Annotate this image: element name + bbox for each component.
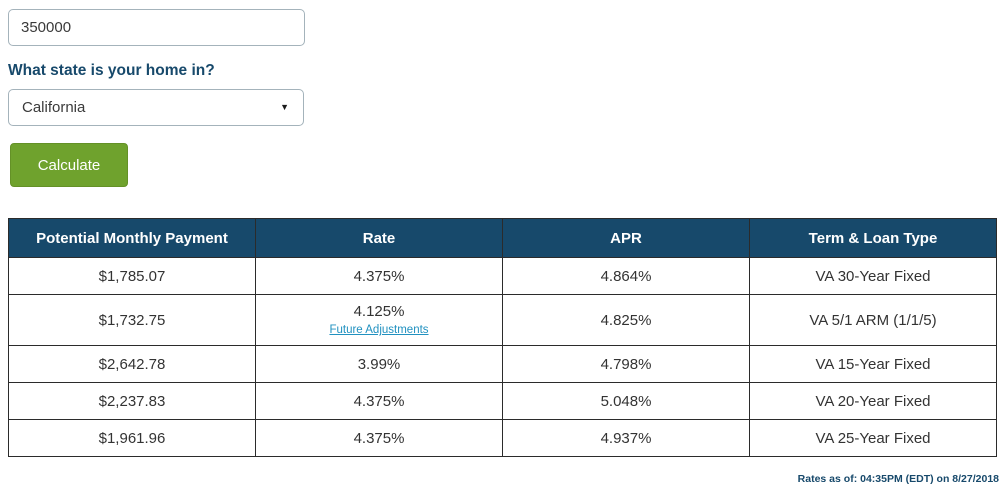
table-row: $1,961.96 4.375% 4.937% VA 25-Year Fixed	[8, 419, 997, 457]
rate-cell: 4.125% Future Adjustments	[255, 294, 503, 346]
rate-value: 4.375%	[353, 392, 405, 410]
rate-cell: 3.99%	[255, 345, 503, 383]
payment-cell: $2,237.83	[8, 382, 256, 420]
rate-value: 4.375%	[353, 267, 405, 285]
apr-cell: 4.937%	[502, 419, 750, 457]
column-header: APR	[502, 218, 750, 258]
calculate-button[interactable]: Calculate	[10, 143, 128, 187]
term-cell: VA 30-Year Fixed	[749, 257, 997, 295]
apr-cell: 4.798%	[502, 345, 750, 383]
state-select-value: California	[22, 99, 86, 116]
rate-value: 4.375%	[353, 429, 405, 447]
column-header: Term & Loan Type	[749, 218, 997, 258]
term-cell: VA 15-Year Fixed	[749, 345, 997, 383]
rate-value: 3.99%	[357, 355, 401, 373]
apr-cell: 4.825%	[502, 294, 750, 346]
column-header: Rate	[255, 218, 503, 258]
term-cell: VA 5/1 ARM (1/1/5)	[749, 294, 997, 346]
state-question-label: What state is your home in?	[8, 62, 215, 79]
loan-amount-input[interactable]	[8, 9, 305, 46]
payment-cell: $1,785.07	[8, 257, 256, 295]
rates-as-of-timestamp: Rates as of: 04:35PM (EDT) on 8/27/2018	[797, 473, 999, 485]
table-row: $1,785.07 4.375% 4.864% VA 30-Year Fixed	[8, 257, 997, 295]
rates-table-body: $1,785.07 4.375% 4.864% VA 30-Year Fixed $1,…	[8, 257, 997, 457]
state-select[interactable]: California ▼	[8, 89, 304, 126]
payment-cell: $1,732.75	[8, 294, 256, 346]
apr-cell: 5.048%	[502, 382, 750, 420]
table-row: $1,732.75 4.125% Future Adjustments 4.825% V…	[8, 294, 997, 346]
apr-cell: 4.864%	[502, 257, 750, 295]
rates-table-header: Potential Monthly Payment Rate APR Term & L…	[8, 218, 997, 258]
payment-cell: $2,642.78	[8, 345, 256, 383]
rates-table: Potential Monthly Payment Rate APR Term & L…	[8, 218, 997, 457]
table-row: $2,642.78 3.99% 4.798% VA 15-Year Fixed	[8, 345, 997, 383]
rate-value: 4.125%	[353, 303, 405, 320]
term-cell: VA 20-Year Fixed	[749, 382, 997, 420]
table-row: $2,237.83 4.375% 5.048% VA 20-Year Fixed	[8, 382, 997, 420]
payment-cell: $1,961.96	[8, 419, 256, 457]
chevron-down-icon: ▼	[280, 102, 289, 112]
rate-cell: 4.375%	[255, 419, 503, 457]
future-adjustments-link[interactable]: Future Adjustments	[329, 324, 429, 336]
rate-cell: 4.375%	[255, 257, 503, 295]
column-header: Potential Monthly Payment	[8, 218, 256, 258]
term-cell: VA 25-Year Fixed	[749, 419, 997, 457]
rate-cell: 4.375%	[255, 382, 503, 420]
rates-table-header-row: Potential Monthly Payment Rate APR Term & L…	[8, 218, 997, 258]
